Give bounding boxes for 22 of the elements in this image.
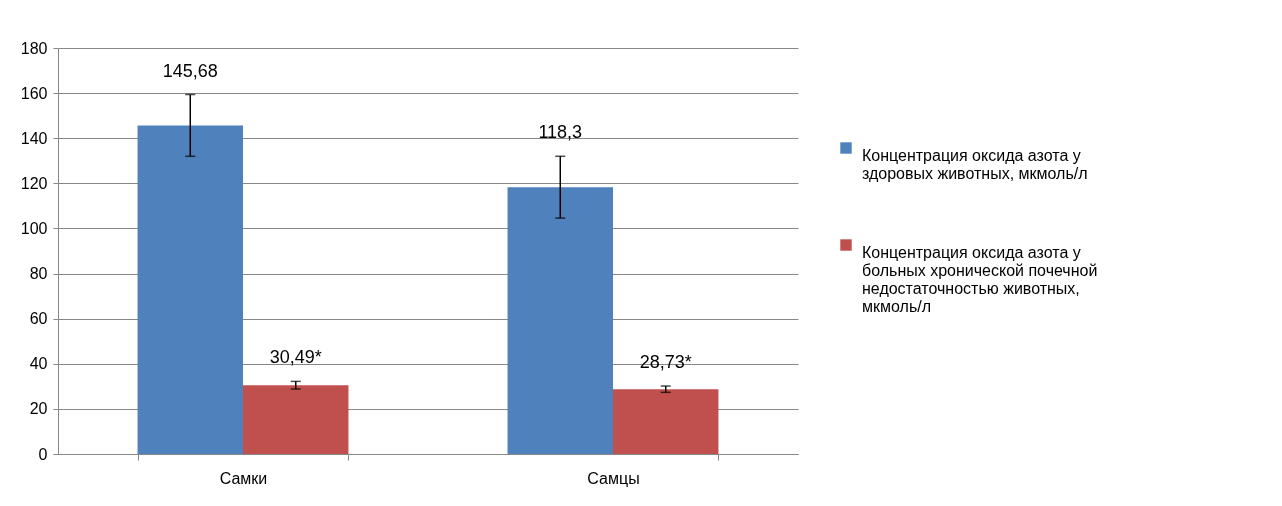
y-tick-label: 180 (20, 39, 48, 57)
data-label: 30,49* (269, 347, 322, 368)
y-tick-label: 20 (29, 400, 48, 418)
data-label: 145,68 (162, 60, 218, 81)
bar (243, 385, 349, 454)
y-tick-label: 100 (20, 219, 48, 237)
legend-label: Концентрация оксида азота у больных хронической почечной недостаточностью животных, мкмоль/л (862, 244, 1098, 315)
y-tick-label: 0 (38, 445, 48, 463)
y-tick-label: 60 (29, 310, 48, 328)
bar (137, 125, 243, 454)
legend-label: Концентрация оксида азота у здоровых животных, мкмоль/л (862, 147, 1088, 182)
bar (613, 389, 719, 454)
data-label: 28,73* (639, 352, 692, 373)
x-tick-label: Самцы (587, 469, 640, 487)
y-tick-label: 80 (29, 265, 48, 283)
y-tick-label: 160 (20, 84, 48, 102)
y-tick-label: 120 (20, 174, 48, 192)
data-label: 118,3 (538, 122, 583, 143)
y-tick-label: 140 (20, 129, 48, 147)
bar (507, 187, 613, 454)
y-tick-label: 40 (29, 355, 48, 373)
x-tick-label: Самки (219, 469, 268, 487)
